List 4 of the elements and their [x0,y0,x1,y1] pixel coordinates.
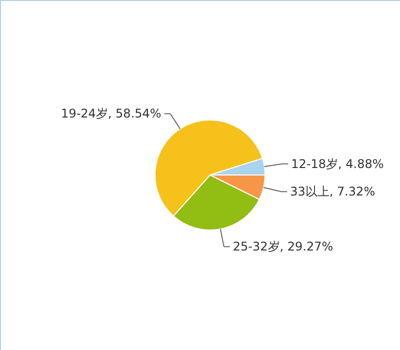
slice-label: 25-32岁, 29.27% [232,240,334,254]
slice-label: 33以上, 7.32% [290,184,376,199]
slice-label: 12-18岁, 4.88% [291,156,384,171]
slice-label: 19-24岁, 58.54% [61,106,162,121]
